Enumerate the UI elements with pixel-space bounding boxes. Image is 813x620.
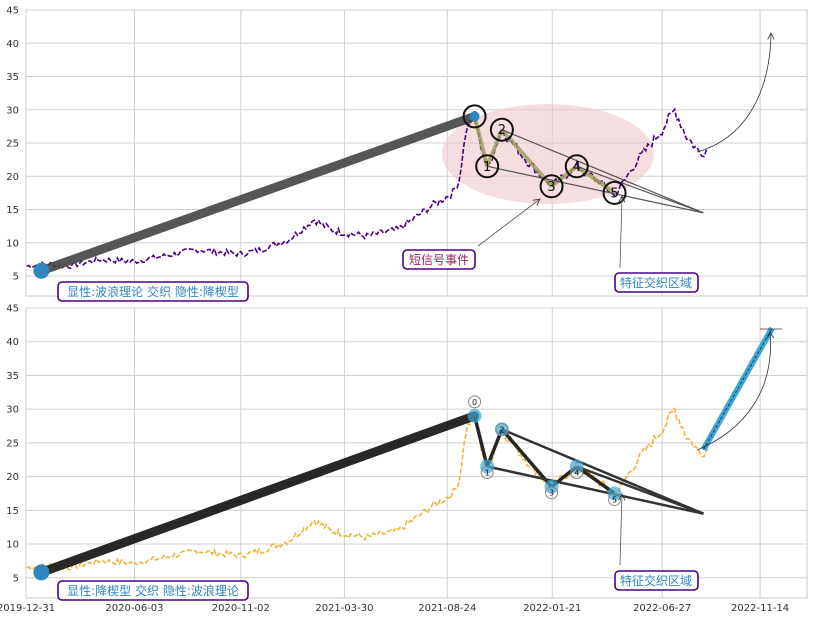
y-tick-label: 35 (6, 371, 19, 382)
wave-label: 5 (610, 186, 618, 201)
wave-circle (570, 465, 584, 479)
bottom-plot-frame (25, 307, 808, 599)
zigzag-segment (472, 415, 489, 467)
bottom-wave-circles: 0 1 2 3 4 5 (467, 395, 622, 506)
wedge-line (487, 165, 704, 214)
wedge-line (486, 465, 704, 515)
y-tick-label: 40 (6, 337, 19, 348)
y-tick-label: 25 (6, 438, 19, 449)
zigzag-segment (550, 164, 579, 188)
x-tick-label: 2020-06-03 (105, 603, 163, 614)
top-start-marker (33, 262, 50, 279)
bottom-start-marker (33, 564, 50, 581)
bottom-major-trend-line (36, 411, 480, 577)
top-curved-arrow (696, 33, 771, 153)
top-zone-arrow (620, 196, 622, 269)
y-tick-label: 5 (13, 573, 19, 584)
x-tick-label: 2022-01-21 (523, 603, 581, 614)
bottom-zone-label: 特征交织区域 (620, 573, 692, 588)
wave-circle (475, 154, 500, 179)
bottom-gridlines (25, 307, 807, 598)
wave-circle (489, 117, 514, 142)
top-annotation-label: 显性:波浪理论 交织 隐性:降楔型 (67, 284, 239, 299)
wave-label: 4 (573, 160, 581, 175)
wedge-line (576, 465, 704, 515)
wave-label: 2 (498, 123, 506, 138)
bottom-y-tick-labels: 5 10 15 20 25 30 35 40 45 (6, 304, 19, 585)
zigzag-segment (485, 128, 504, 168)
zigzag-segment (500, 428, 553, 488)
top-major-trend-line (36, 111, 480, 276)
wedge-line (501, 428, 704, 515)
y-tick-label: 5 (13, 272, 19, 283)
top-zigzag (472, 115, 704, 214)
zigzag-segment (500, 128, 554, 188)
short-signal-box: 短信号事件 (402, 249, 476, 270)
wave-label: 2 (499, 425, 504, 434)
wave-label: 4 (574, 468, 579, 477)
wave-label: 1 (483, 160, 491, 175)
bottom-annotation-box: 显性:降楔型 交织 隐性:波浪理论 (57, 580, 249, 601)
wave-circle (480, 465, 494, 479)
y-tick-label: 30 (6, 105, 19, 116)
x-tick-labels: 2019-12-31 2020-06-03 2020-11-02 2021-03-30… (0, 603, 789, 614)
y-tick-label: 45 (6, 6, 19, 17)
zone-ellipse (442, 104, 654, 204)
wave-label: 3 (549, 489, 554, 498)
y-tick-label: 10 (6, 540, 19, 551)
y-tick-label: 20 (6, 472, 19, 483)
wave-label: 0 (472, 398, 477, 407)
bottom-curved-arrow (696, 332, 771, 451)
wave-circle (468, 395, 482, 409)
wave-circle (545, 486, 559, 500)
y-tick-label: 15 (6, 506, 19, 517)
bottom-zone-box: 特征交织区域 (614, 570, 699, 591)
wave-circle (602, 180, 627, 205)
wave-circle (495, 422, 509, 436)
top-y-tick-labels: 5 10 15 20 25 30 35 40 45 (6, 6, 19, 283)
wedge-line (501, 129, 704, 214)
zigzag-segment (472, 115, 490, 167)
top-annotation-box: 显性:波浪理论 交织 隐性:降楔型 (57, 281, 249, 302)
y-tick-label: 10 (6, 238, 19, 249)
wedge-line (576, 165, 704, 214)
top-plot-frame (25, 9, 808, 297)
wave-circle (462, 104, 487, 129)
top-zone-label: 特征交织区域 (620, 275, 692, 290)
y-tick-label: 35 (6, 72, 19, 83)
y-tick-label: 25 (6, 139, 19, 150)
x-tick-label: 2022-11-14 (731, 603, 789, 614)
wave-circle (539, 174, 564, 199)
y-tick-label: 20 (6, 172, 19, 183)
y-tick-label: 40 (6, 39, 19, 50)
wave-node (467, 408, 482, 423)
x-tick-label: 2022-06-27 (633, 603, 691, 614)
y-tick-label: 15 (6, 205, 19, 216)
short-signal-arrow (477, 199, 540, 247)
top-zone-box: 特征交织区域 (614, 272, 699, 293)
wave-node (494, 422, 509, 437)
bottom-annotation-label: 显性:降楔型 交织 隐性:波浪理论 (67, 583, 239, 598)
wave-circle (564, 154, 589, 179)
wave-start-node (469, 111, 480, 122)
wave-label: 5 (612, 495, 617, 504)
x-tick-label: 2021-03-30 (315, 603, 373, 614)
x-tick-label: 2021-08-24 (418, 603, 476, 614)
x-tick-label: 2020-11-02 (212, 603, 270, 614)
y-tick-label: 30 (6, 405, 19, 416)
bottom-zone-arrow (620, 494, 622, 566)
projection-line-core (702, 327, 773, 450)
y-tick-label: 45 (6, 304, 19, 315)
short-signal-label: 短信号事件 (409, 253, 469, 267)
wave-label: 1 (485, 468, 490, 477)
x-tick-label: 2019-12-31 (0, 603, 55, 614)
wave-label: 3 (547, 180, 555, 195)
zigzag-segment (575, 164, 616, 195)
